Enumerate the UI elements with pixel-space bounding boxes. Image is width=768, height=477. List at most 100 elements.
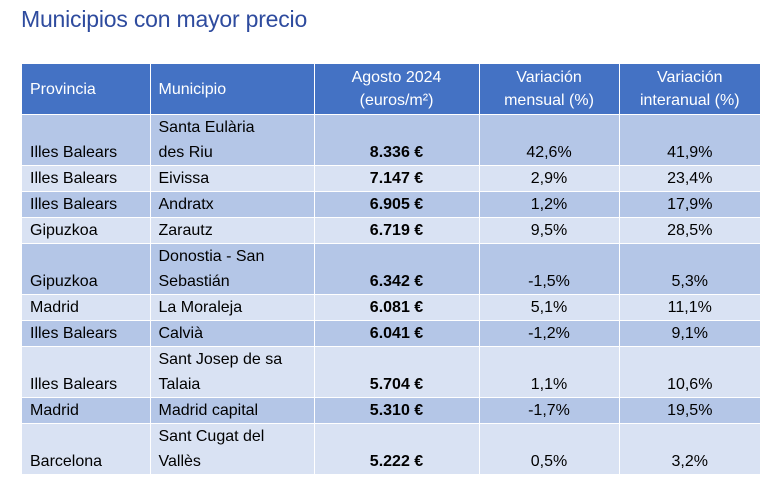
precio-text: 6.081 €: [369, 299, 424, 316]
municipio-line1: Calvià: [158, 325, 203, 342]
header-precio-line2: (euros/m²): [359, 92, 434, 109]
cell-variacion-mensual: 42,6%: [479, 114, 620, 166]
cell-municipio: Zarautz: [150, 217, 315, 244]
cell-provincia: Illes Balears: [22, 191, 151, 218]
mensual-text: 5,1%: [530, 299, 568, 316]
cell-provincia: Barcelona: [22, 423, 151, 474]
precio-text: 8.336 €: [369, 144, 424, 161]
cell-precio: 7.147 €: [314, 165, 480, 192]
cell-precio: 6.081 €: [314, 294, 480, 321]
cell-variacion-mensual: -1,7%: [479, 397, 620, 424]
provincia-text: Gipuzkoa: [30, 273, 98, 290]
municipio-line1: Santa Eulària: [158, 119, 255, 136]
mensual-text: 1,2%: [530, 196, 568, 213]
cell-municipio: Calvià: [150, 320, 315, 347]
provincia-text: Illes Balears: [30, 376, 118, 393]
cell-variacion-interanual: 19,5%: [619, 397, 760, 424]
provincia-text: Illes Balears: [30, 144, 118, 161]
precio-text: 6.719 €: [369, 222, 424, 239]
cell-variacion-interanual: 23,4%: [619, 165, 760, 192]
page-title: Municipios con mayor precio: [21, 6, 308, 32]
cell-precio: 6.041 €: [314, 320, 480, 347]
cell-municipio: Madrid capital: [150, 397, 315, 424]
cell-precio: 5.310 €: [314, 397, 480, 424]
table-body: Illes Balears Santa Eulària des Riu 8.336 €…: [22, 114, 760, 474]
table-row: Illes Balears Calvià 6.041 € -1,2% 9,1%: [22, 320, 760, 347]
precio-text: 5.222 €: [369, 453, 424, 470]
mensual-text: 42,6%: [526, 144, 572, 161]
table-row: Illes Balears Santa Eulària des Riu 8.336 €…: [22, 114, 760, 166]
table-row: Gipuzkoa Zarautz 6.719 € 9,5% 28,5%: [22, 217, 760, 244]
table-row: Illes Balears Andratx 6.905 € 1,2% 17,9%: [22, 191, 760, 218]
cell-variacion-mensual: -1,2%: [479, 320, 620, 347]
cell-variacion-interanual: 28,5%: [619, 217, 760, 244]
interanual-text: 9,1%: [671, 325, 708, 342]
cell-provincia: Madrid: [22, 397, 151, 424]
interanual-text: 11,1%: [667, 299, 712, 316]
cell-municipio: Andratx: [150, 191, 315, 218]
cell-variacion-mensual: 9,5%: [479, 217, 620, 244]
municipio-line1: Zarautz: [158, 222, 213, 239]
mensual-text: 0,5%: [530, 453, 568, 470]
cell-precio: 8.336 €: [314, 114, 480, 166]
precio-text: 5.704 €: [369, 376, 424, 393]
cell-variacion-mensual: 2,9%: [479, 165, 620, 192]
provincia-text: Madrid: [30, 299, 79, 316]
header-provincia: Provincia: [22, 64, 151, 115]
precio-text: 6.342 €: [369, 273, 424, 290]
table-row: Madrid Madrid capital 5.310 € -1,7% 19,5%: [22, 397, 760, 424]
price-table: Provincia Municipio Agosto 2024 (euros/m…: [22, 64, 760, 474]
provincia-text: Illes Balears: [30, 325, 118, 342]
cell-variacion-interanual: 41,9%: [619, 114, 760, 166]
table-row: Madrid La Moraleja 6.081 € 5,1% 11,1%: [22, 294, 760, 321]
cell-provincia: Madrid: [22, 294, 151, 321]
header-precio: Agosto 2024 (euros/m²): [314, 64, 480, 115]
interanual-text: 28,5%: [667, 222, 713, 239]
municipio-line2: Talaia: [158, 376, 201, 393]
header-mensual-line2: mensual (%): [504, 92, 594, 109]
municipio-line1: Sant Cugat del: [158, 428, 265, 445]
municipio-line2: Vallès: [158, 453, 201, 470]
mensual-text: -1,5%: [528, 273, 570, 290]
cell-municipio: Donostia - San Sebastián: [150, 243, 315, 295]
header-interanual-line1: Variación: [656, 69, 723, 86]
cell-variacion-interanual: 3,2%: [619, 423, 760, 474]
cell-provincia: Illes Balears: [22, 114, 151, 166]
cell-precio: 5.222 €: [314, 423, 480, 474]
cell-variacion-mensual: 0,5%: [479, 423, 620, 474]
provincia-text: Illes Balears: [30, 170, 118, 187]
provincia-text: Madrid: [30, 402, 79, 419]
interanual-text: 17,9%: [667, 196, 713, 213]
municipio-line1: Madrid capital: [158, 402, 259, 419]
municipio-line1: Eivissa: [158, 170, 210, 187]
table-row: Barcelona Sant Cugat del Vallès 5.222 € 0,5%…: [22, 423, 760, 474]
cell-provincia: Illes Balears: [22, 320, 151, 347]
cell-variacion-mensual: 5,1%: [479, 294, 620, 321]
cell-variacion-interanual: 5,3%: [619, 243, 760, 295]
provincia-text: Gipuzkoa: [30, 222, 98, 239]
cell-provincia: Illes Balears: [22, 346, 151, 398]
municipio-line1: Andratx: [158, 196, 214, 213]
header-provincia-label: Provincia: [30, 80, 96, 98]
municipio-line1: Donostia - San: [158, 248, 265, 265]
precio-text: 7.147 €: [369, 170, 424, 187]
cell-precio: 5.704 €: [314, 346, 480, 398]
provincia-text: Illes Balears: [30, 196, 118, 213]
cell-variacion-mensual: 1,1%: [479, 346, 620, 398]
municipio-line2: des Riu: [158, 144, 213, 161]
table-row: Illes Balears Eivissa 7.147 € 2,9% 23,4%: [22, 165, 760, 192]
header-municipio-label: Municipio: [158, 80, 227, 98]
precio-text: 6.041 €: [369, 325, 424, 342]
interanual-text: 23,4%: [667, 170, 713, 187]
interanual-text: 41,9%: [667, 144, 713, 161]
cell-municipio: Sant Cugat del Vallès: [150, 423, 315, 474]
cell-municipio: Eivissa: [150, 165, 315, 192]
table-row: Illes Balears Sant Josep de sa Talaia 5.704…: [22, 346, 760, 398]
precio-text: 6.905 €: [369, 196, 424, 213]
cell-variacion-interanual: 17,9%: [619, 191, 760, 218]
header-mensual-line1: Variación: [516, 69, 582, 86]
cell-precio: 6.905 €: [314, 191, 480, 218]
precio-text: 5.310 €: [369, 402, 424, 419]
cell-municipio: Sant Josep de sa Talaia: [150, 346, 315, 398]
municipio-line1: La Moraleja: [158, 299, 243, 316]
